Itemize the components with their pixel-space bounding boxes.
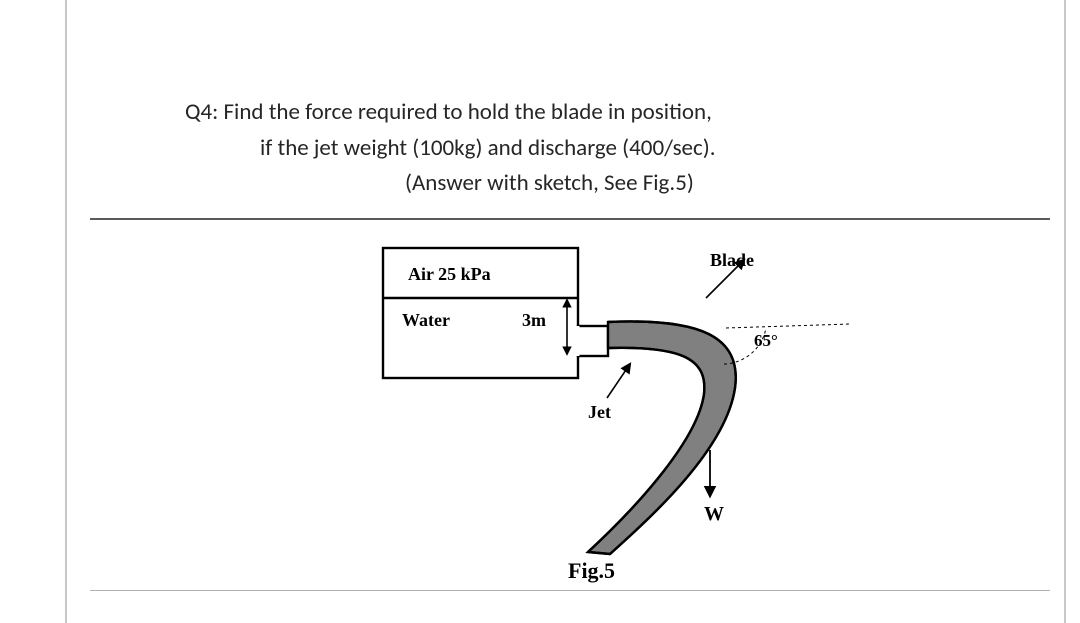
divider (90, 590, 1050, 591)
blade-label: Blade (710, 250, 754, 270)
question-line: (Answer with sketch, See Fig.5) (185, 166, 716, 202)
angle-label: 65° (754, 331, 778, 350)
question-text: Q4: Find the force required to hold the … (185, 95, 716, 202)
angle-ref-line (726, 324, 850, 328)
weight-label: W (704, 503, 724, 525)
question-line: if the jet weight (100kg) and discharge … (185, 131, 716, 167)
figure-caption: Fig.5 (568, 558, 615, 583)
question-line: Q4: Find the force required to hold the … (185, 95, 716, 131)
water-label: Water (402, 310, 450, 330)
jet-label: Jet (588, 402, 611, 422)
depth-label: 3m (522, 310, 546, 330)
page-border (1064, 0, 1066, 623)
figure: Air 25 kPa Water 3m 65° Jet Blade W (90, 218, 1050, 590)
air-label: Air 25 kPa (408, 264, 491, 284)
jet-arrow (607, 364, 630, 398)
page: Q4: Find the force required to hold the … (0, 0, 1080, 623)
page-border (65, 0, 67, 623)
figure-svg: Air 25 kPa Water 3m 65° Jet Blade W (90, 218, 1050, 590)
